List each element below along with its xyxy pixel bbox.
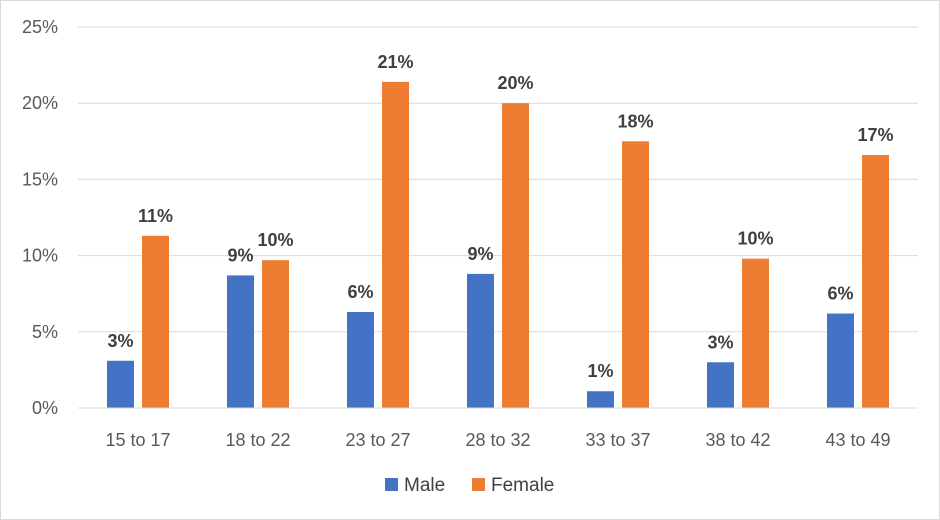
x-tick-label: 15 to 17 bbox=[105, 430, 170, 450]
bar-female bbox=[142, 235, 169, 408]
bar-male bbox=[707, 362, 734, 408]
data-label: 9% bbox=[467, 244, 493, 264]
data-label: 20% bbox=[497, 73, 533, 93]
bar-male bbox=[347, 311, 374, 408]
y-tick-label: 15% bbox=[22, 169, 58, 189]
y-tick-label: 10% bbox=[22, 246, 58, 266]
data-label: 10% bbox=[257, 230, 293, 250]
bar-female bbox=[622, 141, 649, 409]
bar-female bbox=[862, 155, 889, 408]
bar-female bbox=[382, 81, 409, 408]
bar-male bbox=[587, 391, 614, 408]
data-label: 9% bbox=[227, 245, 253, 265]
data-label: 18% bbox=[617, 111, 653, 131]
data-label: 3% bbox=[107, 331, 133, 351]
x-tick-label: 38 to 42 bbox=[705, 430, 770, 450]
x-tick-label: 18 to 22 bbox=[225, 430, 290, 450]
bar-male bbox=[107, 360, 134, 408]
data-label: 1% bbox=[587, 361, 613, 381]
legend-label-female: Female bbox=[491, 475, 554, 496]
x-tick-label: 43 to 49 bbox=[825, 430, 890, 450]
bar-male bbox=[227, 275, 254, 408]
legend-swatch-female bbox=[472, 478, 485, 491]
y-tick-label: 5% bbox=[32, 322, 58, 342]
bars bbox=[107, 81, 889, 409]
data-label: 10% bbox=[737, 229, 773, 249]
x-tick-label: 33 to 37 bbox=[585, 430, 650, 450]
bar-male bbox=[467, 273, 494, 408]
data-label: 17% bbox=[857, 125, 893, 145]
x-tick-label: 23 to 27 bbox=[345, 430, 410, 450]
legend: Male Female bbox=[385, 475, 554, 496]
y-tick-label: 25% bbox=[22, 17, 58, 37]
data-labels: 3%11%9%10%6%21%9%20%1%18%3%10%6%17% bbox=[107, 52, 893, 381]
legend-label-male: Male bbox=[404, 475, 445, 496]
bar-female bbox=[502, 103, 529, 408]
x-tick-label: 28 to 32 bbox=[465, 430, 530, 450]
data-label: 3% bbox=[707, 332, 733, 352]
x-axis: 15 to 17 18 to 22 23 to 27 28 to 32 33 to 37… bbox=[78, 407, 918, 450]
data-label: 21% bbox=[377, 52, 413, 72]
y-tick-label: 20% bbox=[22, 93, 58, 113]
bar-female bbox=[262, 260, 289, 408]
bar-male bbox=[827, 313, 854, 408]
bar-female bbox=[742, 258, 769, 408]
data-label: 6% bbox=[827, 284, 853, 304]
y-tick-label: 0% bbox=[32, 398, 58, 418]
data-label: 11% bbox=[138, 206, 173, 226]
legend-swatch-male bbox=[385, 478, 398, 491]
y-axis: 0% 5% 10% 15% 20% 25% bbox=[22, 17, 58, 418]
data-label: 6% bbox=[347, 282, 373, 302]
